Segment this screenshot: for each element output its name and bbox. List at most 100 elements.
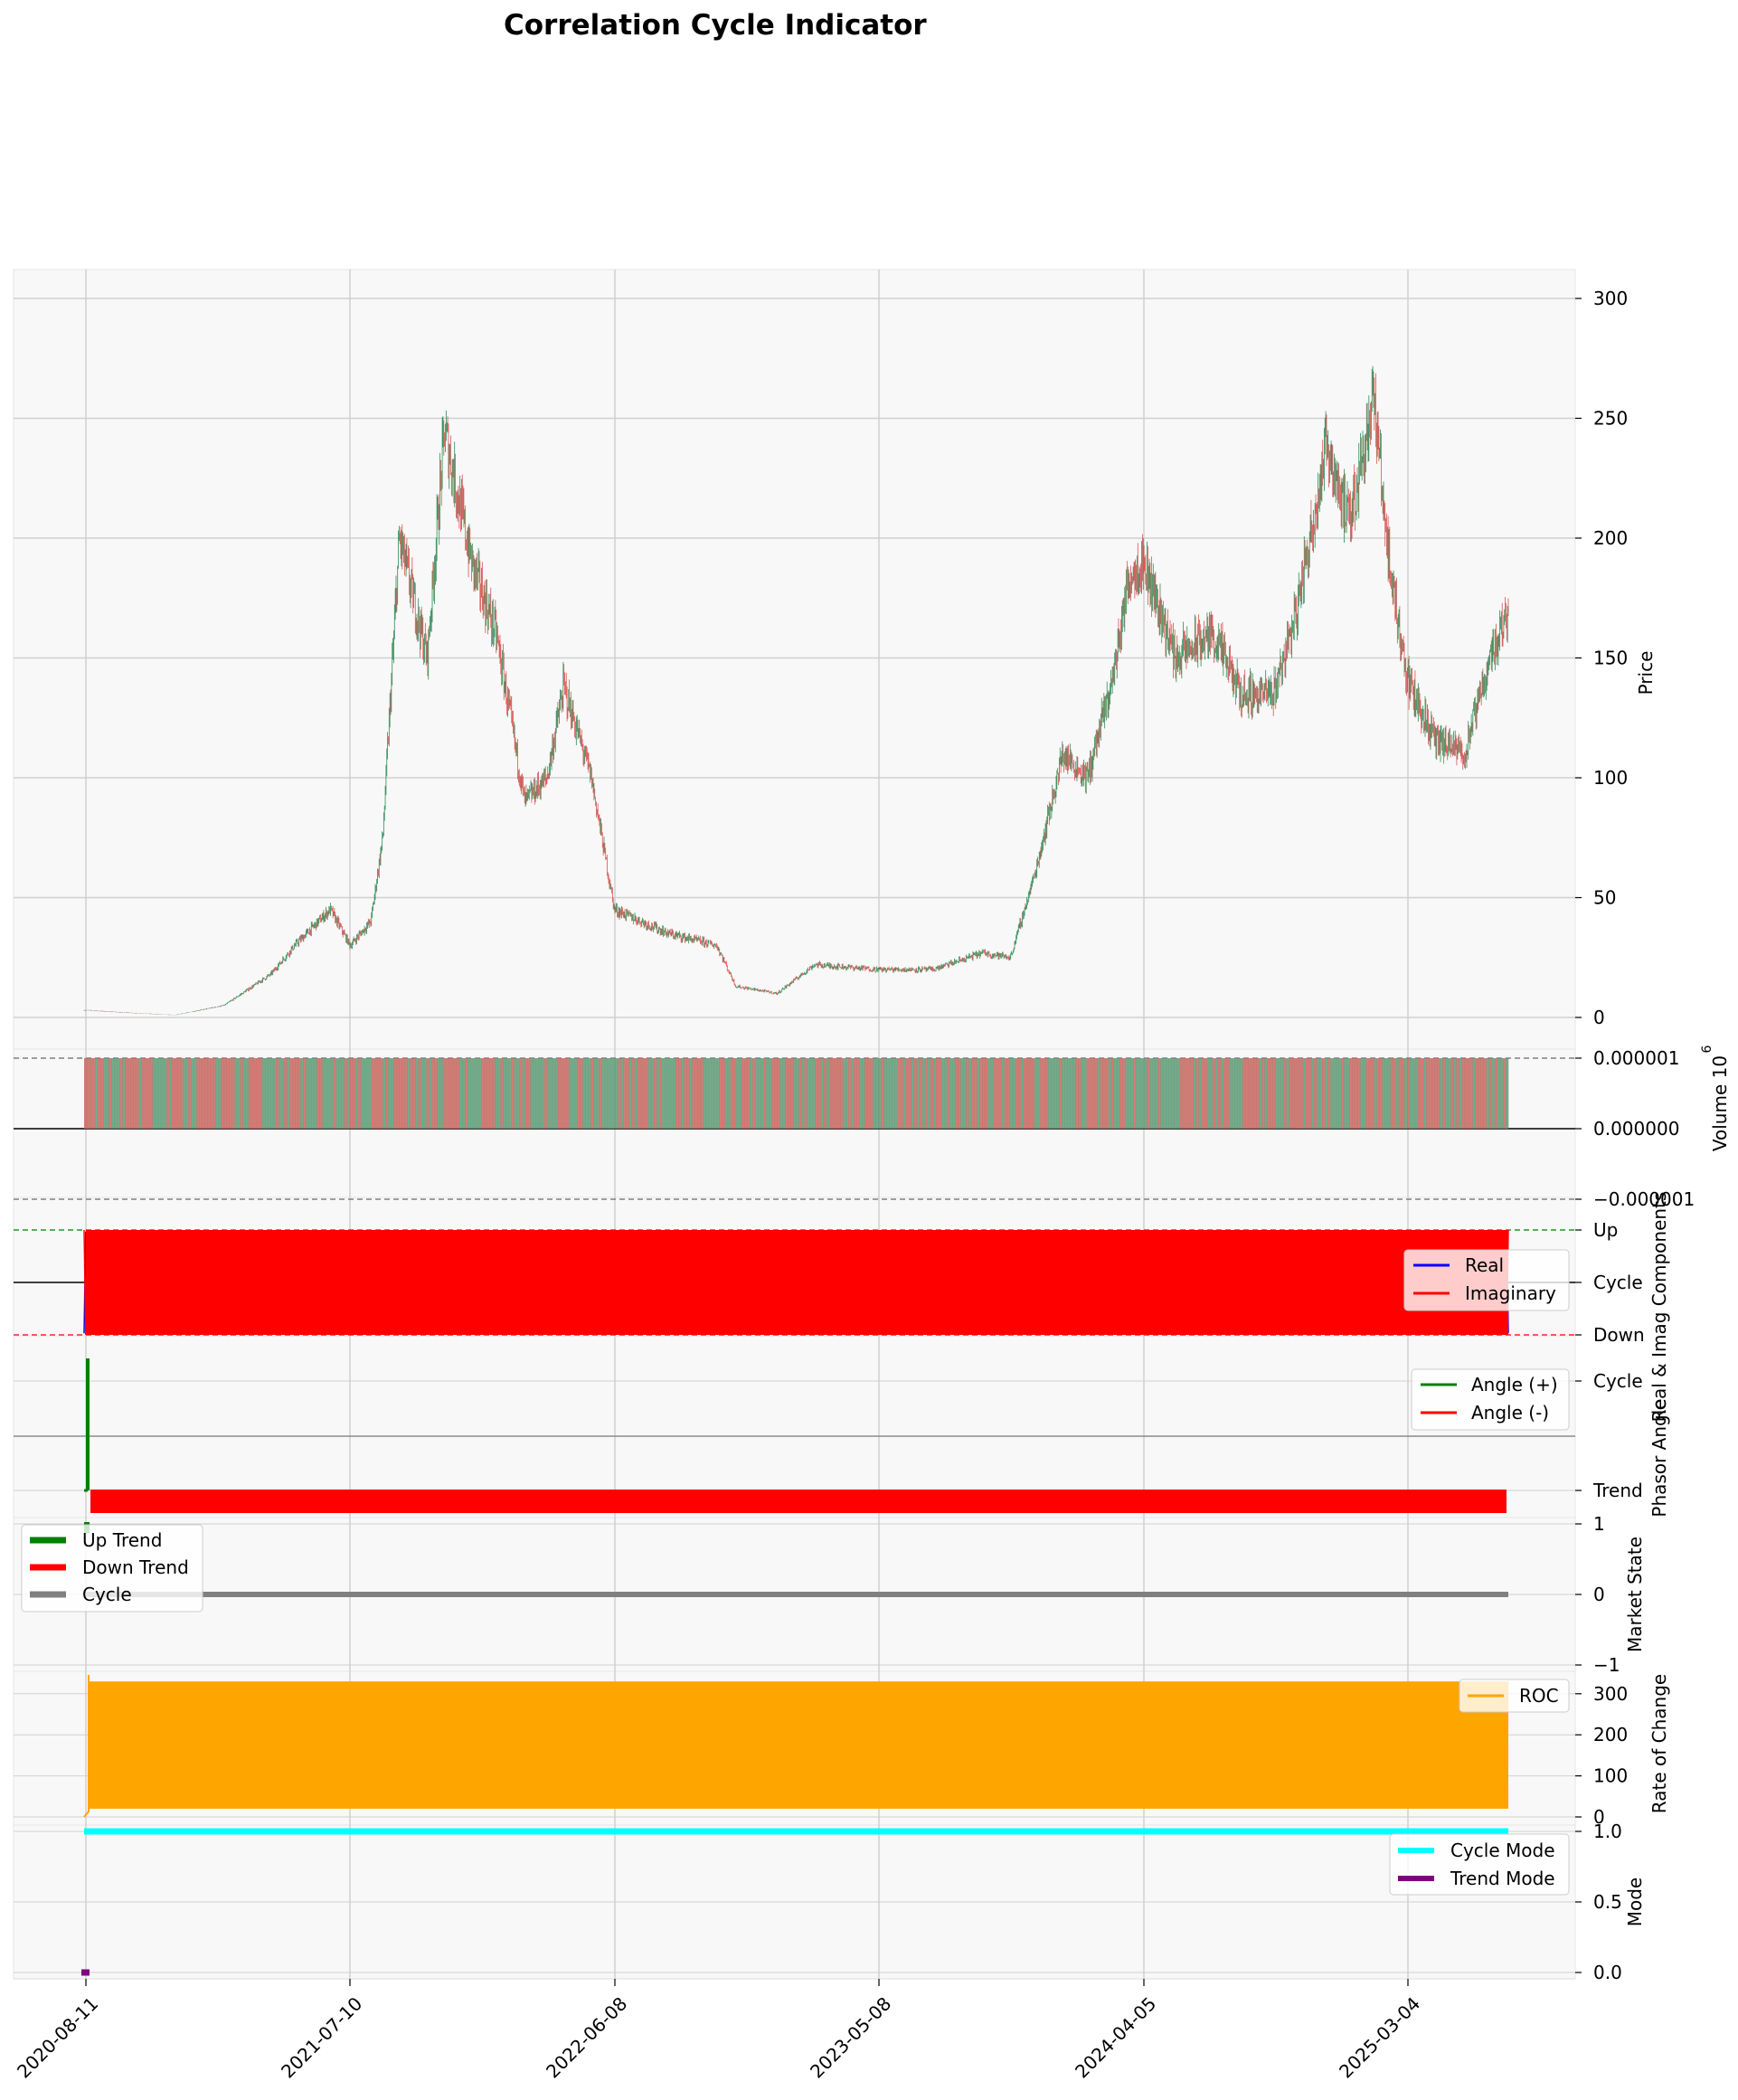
volume-bar <box>152 1058 156 1129</box>
volume-bar <box>429 1058 432 1129</box>
volume-bar <box>1020 1058 1025 1129</box>
volume-bar <box>604 1058 608 1129</box>
volume-bar <box>549 1058 553 1129</box>
volume-bar <box>1459 1058 1462 1129</box>
mode-axis-label: Mode <box>1624 1878 1646 1927</box>
volume-bar <box>1015 1058 1019 1129</box>
volume-bar <box>495 1058 498 1129</box>
volume-bar <box>486 1058 490 1129</box>
volume-bar <box>1267 1058 1270 1129</box>
volume-bar <box>194 1058 197 1129</box>
volume-bar <box>1116 1058 1120 1129</box>
price-tick-label: 300 <box>1593 288 1628 309</box>
volume-bar <box>174 1058 178 1129</box>
volume-bar <box>311 1058 315 1129</box>
volume-bar <box>574 1058 578 1129</box>
volume-bar <box>741 1058 745 1129</box>
volume-bar <box>987 1058 991 1129</box>
volume-bar <box>1059 1058 1063 1129</box>
roc-legend <box>1459 1679 1570 1713</box>
volume-bar <box>788 1058 791 1129</box>
volume-bar <box>229 1058 232 1129</box>
volume-bar <box>713 1058 717 1129</box>
volume-bar <box>1155 1058 1158 1129</box>
volume-bar <box>1464 1058 1468 1129</box>
volume-bar <box>700 1058 704 1129</box>
volume-bar <box>856 1058 860 1129</box>
volume-bar <box>921 1058 926 1129</box>
volume-bar <box>656 1058 660 1129</box>
volume-bar <box>1198 1058 1203 1129</box>
volume-bar <box>1097 1058 1101 1129</box>
volume-bar <box>1327 1058 1331 1129</box>
volume-bar <box>445 1058 449 1129</box>
pa-axis-label: Phasor Angle <box>1648 1398 1670 1517</box>
volume-bar <box>1371 1058 1374 1129</box>
volume-bar <box>1486 1058 1490 1129</box>
volume-bar <box>1338 1058 1342 1129</box>
volume-bar <box>1333 1058 1337 1129</box>
x-tick-label: 2024-04-05 <box>1071 1992 1160 2082</box>
volume-bar <box>1168 1058 1172 1129</box>
volume-bar <box>242 1058 247 1129</box>
volume-bar <box>626 1058 630 1129</box>
volume-bar <box>681 1058 685 1129</box>
legend-real-label: Real <box>1465 1254 1504 1276</box>
volume-bar <box>1395 1058 1400 1129</box>
volume-bar <box>199 1058 203 1129</box>
volume-bar <box>527 1058 532 1129</box>
volume-bar <box>689 1058 693 1129</box>
volume-bar <box>848 1058 852 1129</box>
volume-bar <box>1305 1058 1309 1129</box>
price-tick-label: 0 <box>1593 1007 1605 1028</box>
volume-bar <box>267 1058 271 1129</box>
price-tick-label: 100 <box>1593 767 1628 789</box>
volume-bar <box>1483 1058 1488 1129</box>
volume-bar <box>777 1058 780 1129</box>
volume-bar <box>634 1058 638 1129</box>
volume-bar <box>645 1058 649 1129</box>
volume-bar <box>1051 1058 1054 1129</box>
volume-bar <box>870 1058 874 1129</box>
volume-bar <box>1357 1058 1361 1129</box>
volume-bar <box>1240 1058 1243 1129</box>
imaginary-series-line <box>83 1229 1509 1336</box>
volume-bar <box>1100 1058 1104 1129</box>
volume-bar <box>1040 1058 1044 1129</box>
volume-bar <box>303 1058 307 1129</box>
volume-bar <box>1499 1058 1504 1129</box>
volume-bar <box>533 1058 537 1129</box>
volume-bar <box>84 1058 88 1129</box>
volume-bar <box>287 1058 290 1129</box>
volume-bar <box>905 1058 909 1129</box>
volume-bar <box>1171 1058 1175 1129</box>
legend-down-trend-label: Down Trend <box>82 1556 189 1578</box>
volume-bar <box>511 1058 515 1129</box>
volume-bar <box>1062 1058 1065 1129</box>
volume-bar <box>1078 1058 1082 1129</box>
volume-bar <box>801 1058 805 1129</box>
volume-bar <box>569 1058 572 1129</box>
volume-bar <box>508 1058 512 1129</box>
volume-bar <box>771 1058 775 1129</box>
volume-bar <box>588 1058 591 1129</box>
ms-legend <box>21 1524 203 1613</box>
roc-axis-label: Rate of Change <box>1648 1674 1670 1813</box>
legend-angle-neg-label: Angle (-) <box>1471 1402 1549 1424</box>
x-tick-label: 2025-03-04 <box>1335 1992 1424 2082</box>
volume-bar <box>1190 1058 1194 1129</box>
volume-bar <box>1374 1058 1377 1129</box>
volume-bar <box>1223 1058 1227 1129</box>
volume-bar <box>1004 1058 1008 1129</box>
legend-trend-mode-label: Trend Mode <box>1450 1868 1555 1889</box>
candles <box>83 365 1509 1016</box>
volume-bar <box>125 1058 128 1129</box>
volume-bar <box>601 1058 605 1129</box>
volume-bar <box>261 1058 266 1129</box>
volume-bar <box>380 1058 383 1129</box>
volume-bar <box>410 1058 413 1129</box>
volume-bar <box>1319 1058 1323 1129</box>
volume-bar <box>831 1058 836 1129</box>
legend-imaginary-label: Imaginary <box>1465 1282 1556 1304</box>
